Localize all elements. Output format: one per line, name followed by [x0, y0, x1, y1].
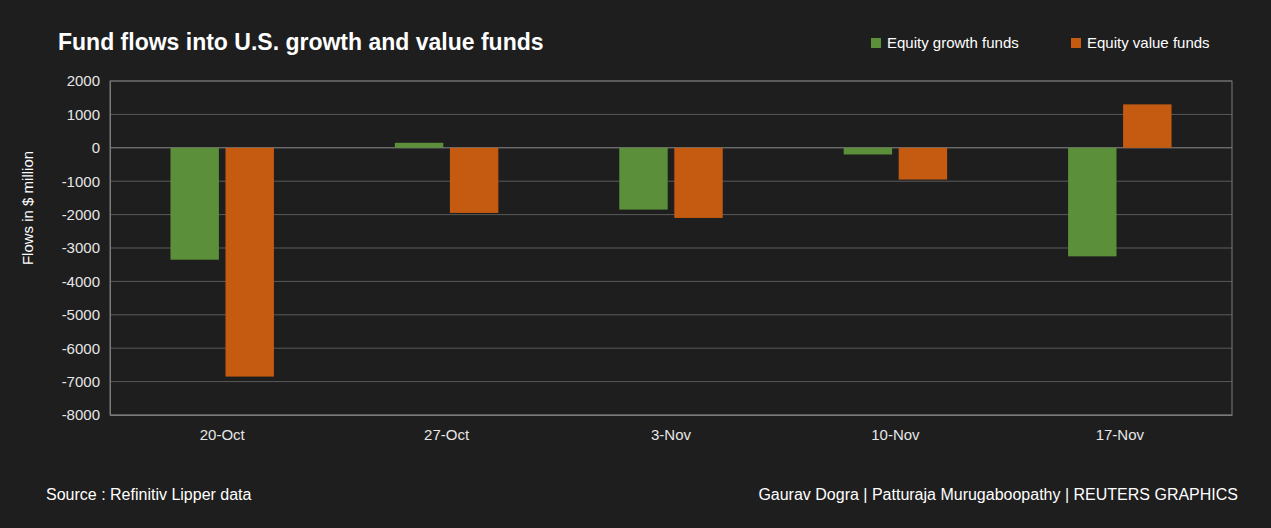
- y-axis-title: Flows in $ million: [19, 151, 36, 265]
- y-tick-label: -2000: [62, 206, 100, 223]
- y-tick: 1000: [67, 106, 110, 123]
- bars: [170, 104, 1171, 376]
- x-tick-label: 17-Nov: [1096, 426, 1145, 443]
- grid-line: [110, 181, 1232, 182]
- grid-line: [110, 248, 1232, 249]
- x-tick-label: 10-Nov: [871, 426, 920, 443]
- bar: [226, 148, 274, 377]
- y-tick-label: -1000: [62, 173, 100, 190]
- bar: [1123, 104, 1171, 147]
- x-tick-label: 20-Oct: [200, 426, 246, 443]
- title: Fund flows into U.S. growth and value fu…: [58, 29, 544, 55]
- plot: -8000 -7000 -6000 -5000 -4000 -3000 -2000 -1000…: [62, 72, 1233, 442]
- x-tick: 17-Nov: [1096, 415, 1145, 443]
- bar: [170, 148, 218, 260]
- x-tick-label: 27-Oct: [424, 426, 470, 443]
- grid-line: [110, 314, 1232, 315]
- x-axis-line: [111, 415, 1233, 416]
- y-tick-label: -7000: [62, 373, 100, 390]
- x-tick: 27-Oct: [424, 415, 470, 443]
- y-axis: -8000 -7000 -6000 -5000 -4000 -3000 -2000 -1000…: [62, 72, 111, 423]
- bar: [844, 148, 892, 155]
- y-tick-label: 1000: [67, 106, 100, 123]
- grid-line: [110, 348, 1232, 349]
- legend-swatch: [871, 38, 881, 48]
- bar: [899, 148, 947, 180]
- legend-item: Equity value funds: [1071, 34, 1210, 51]
- y-tick-label: -8000: [62, 406, 100, 423]
- y-tick: -4000: [62, 273, 110, 290]
- grid-line: [110, 114, 1232, 115]
- plot-frame: [110, 81, 1232, 415]
- legend: Equity growth funds Equity value funds: [871, 34, 1210, 51]
- x-tick-label: 3-Nov: [651, 426, 692, 443]
- legend-label: Equity value funds: [1087, 34, 1210, 51]
- y-tick: 0: [92, 139, 110, 156]
- y-tick: 2000: [67, 72, 110, 89]
- bar: [395, 143, 443, 148]
- bar: [450, 148, 498, 213]
- annotation: Gaurav Dogra | Patturaja Murugaboopathy …: [758, 486, 1238, 503]
- y-tick: -5000: [62, 306, 110, 323]
- bar: [619, 148, 667, 210]
- chart: -8000 -7000 -6000 -5000 -4000 -3000 -2000 -1000…: [0, 0, 1271, 528]
- y-axis-line: [110, 82, 111, 416]
- x-axis: 20-Oct 27-Oct 3-Nov 10-Nov 17-Nov: [111, 415, 1233, 443]
- y-tick-label: -4000: [62, 273, 100, 290]
- y-tick-label: 2000: [67, 72, 100, 89]
- grid-line: [110, 281, 1232, 282]
- x-tick: 3-Nov: [651, 415, 692, 443]
- y-tick: -2000: [62, 206, 110, 223]
- y-tick-label: -3000: [62, 239, 100, 256]
- grid-line: [110, 214, 1232, 215]
- y-tick: -1000: [62, 173, 110, 190]
- y-tick: -7000: [62, 373, 110, 390]
- y-tick-label: -6000: [62, 340, 100, 357]
- y-tick: -8000: [62, 406, 110, 423]
- bar: [674, 148, 722, 218]
- bar: [1068, 148, 1116, 257]
- x-tick: 20-Oct: [200, 415, 246, 443]
- annotation: Source : Refinitiv Lipper data: [46, 486, 252, 503]
- y-tick: -3000: [62, 239, 110, 256]
- legend-item: Equity growth funds: [871, 34, 1019, 51]
- grid: [110, 81, 1232, 415]
- background: [0, 0, 1271, 528]
- x-tick: 10-Nov: [871, 415, 920, 443]
- bar-series: [226, 104, 1172, 376]
- bar-series: [170, 143, 1116, 260]
- y-tick: -6000: [62, 340, 110, 357]
- y-tick-label: -5000: [62, 306, 100, 323]
- grid-line: [110, 381, 1232, 382]
- grid-line: [110, 147, 1232, 148]
- legend-label: Equity growth funds: [887, 34, 1019, 51]
- legend-swatch: [1071, 38, 1081, 48]
- y-tick-label: 0: [92, 139, 100, 156]
